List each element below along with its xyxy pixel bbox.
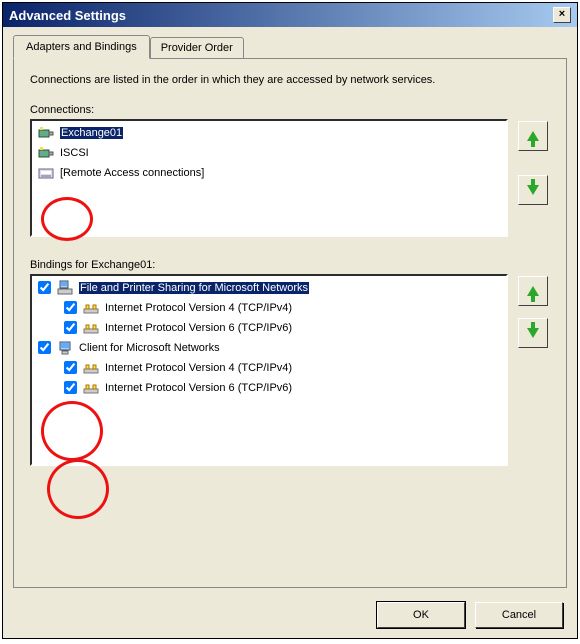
bindings-label: Bindings for Exchange01: (30, 259, 550, 271)
binding-item[interactable]: Internet Protocol Version 4 (TCP/IPv4) (34, 298, 504, 318)
connection-item[interactable]: [Remote Access connections] (34, 163, 504, 183)
network-adapter-icon (38, 145, 54, 161)
binding-checkbox[interactable] (64, 321, 77, 334)
binding-item[interactable]: File and Printer Sharing for Microsoft N… (34, 278, 504, 298)
tab-strip: Adapters and Bindings Provider Order (13, 35, 567, 58)
connections-label: Connections: (30, 104, 550, 116)
arrow-down-icon (527, 185, 539, 195)
binding-checkbox[interactable] (38, 281, 51, 294)
binding-label: Internet Protocol Version 6 (TCP/IPv6) (105, 382, 292, 394)
server-icon (57, 280, 73, 296)
binding-item[interactable]: Internet Protocol Version 4 (TCP/IPv4) (34, 358, 504, 378)
connection-item[interactable]: ISCSI (34, 143, 504, 163)
binding-label: File and Printer Sharing for Microsoft N… (79, 282, 309, 294)
cancel-button[interactable]: Cancel (475, 602, 563, 628)
move-up-button[interactable] (518, 121, 548, 151)
move-down-button[interactable] (518, 175, 548, 205)
binding-item[interactable]: Internet Protocol Version 6 (TCP/IPv6) (34, 378, 504, 398)
bindings-section: File and Printer Sharing for Microsoft N… (30, 274, 550, 466)
connection-label: Exchange01 (60, 127, 123, 139)
tab-adapters-and-bindings[interactable]: Adapters and Bindings (13, 35, 150, 59)
ok-button[interactable]: OK (377, 602, 465, 628)
protocol-icon (83, 360, 99, 376)
binding-label: Client for Microsoft Networks (79, 342, 220, 354)
protocol-icon (83, 380, 99, 396)
protocol-icon (83, 320, 99, 336)
title-bar: Advanced Settings × (3, 3, 577, 27)
window-title: Advanced Settings (9, 8, 126, 23)
network-adapter-icon (38, 165, 54, 181)
binding-item[interactable]: Internet Protocol Version 6 (TCP/IPv6) (34, 318, 504, 338)
network-adapter-icon (38, 125, 54, 141)
arrow-up-icon (527, 286, 539, 296)
move-down-button[interactable] (518, 318, 548, 348)
binding-item[interactable]: Client for Microsoft Networks (34, 338, 504, 358)
connection-label: [Remote Access connections] (60, 167, 204, 179)
dialog-body: Adapters and Bindings Provider Order Con… (3, 27, 577, 638)
client-icon (57, 340, 73, 356)
binding-checkbox[interactable] (64, 381, 77, 394)
binding-checkbox[interactable] (38, 341, 51, 354)
connection-item[interactable]: Exchange01 (34, 123, 504, 143)
connection-label: ISCSI (60, 147, 89, 159)
binding-label: Internet Protocol Version 6 (TCP/IPv6) (105, 322, 292, 334)
bindings-listbox[interactable]: File and Printer Sharing for Microsoft N… (30, 274, 508, 466)
tab-provider-order[interactable]: Provider Order (150, 37, 244, 58)
binding-checkbox[interactable] (64, 361, 77, 374)
connections-section: Exchange01 ISCSI [Remote Access connection… (30, 119, 550, 237)
tab-panel: Connections are listed in the order in w… (13, 58, 567, 588)
arrow-down-icon (527, 328, 539, 338)
connections-listbox[interactable]: Exchange01 ISCSI [Remote Access connection… (30, 119, 508, 237)
close-button[interactable]: × (553, 7, 571, 23)
dialog-buttons: OK Cancel (377, 602, 563, 628)
dialog-window: Advanced Settings × Adapters and Binding… (2, 2, 578, 639)
description-text: Connections are listed in the order in w… (30, 73, 550, 88)
binding-label: Internet Protocol Version 4 (TCP/IPv4) (105, 362, 292, 374)
connections-reorder (518, 119, 550, 205)
protocol-icon (83, 300, 99, 316)
arrow-up-icon (527, 131, 539, 141)
binding-label: Internet Protocol Version 4 (TCP/IPv4) (105, 302, 292, 314)
binding-checkbox[interactable] (64, 301, 77, 314)
bindings-reorder (518, 274, 550, 348)
move-up-button[interactable] (518, 276, 548, 306)
